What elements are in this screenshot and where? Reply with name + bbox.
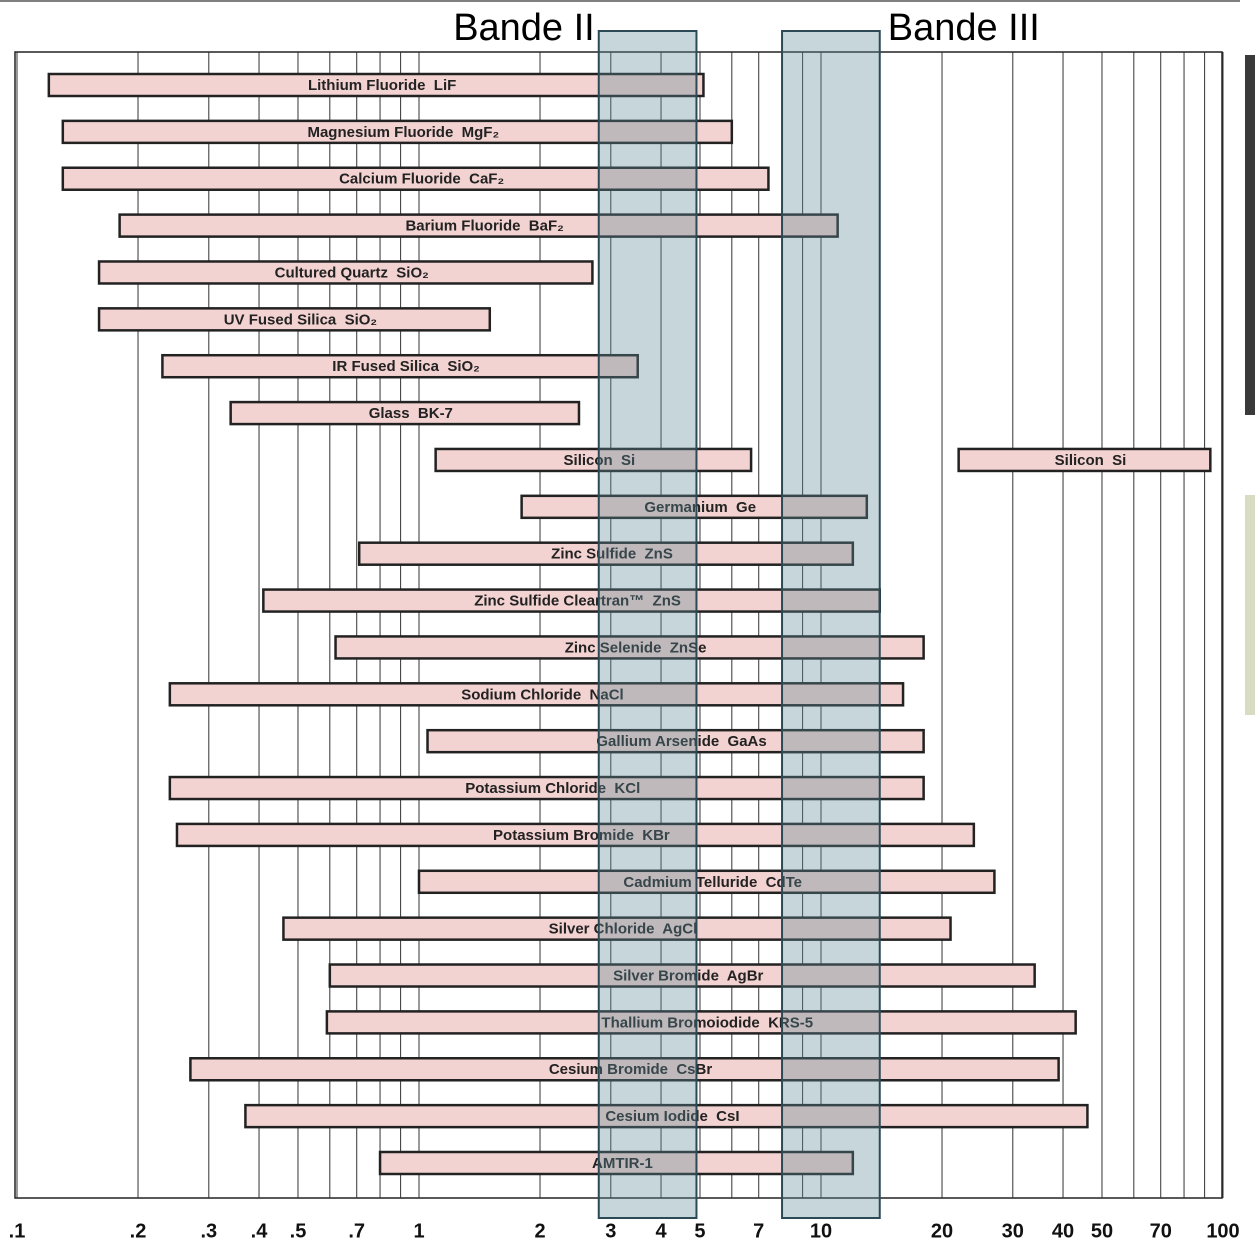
- x-tick-label: 30: [1002, 1220, 1024, 1242]
- x-tick-label: 10: [810, 1220, 832, 1242]
- band: [782, 31, 880, 1218]
- x-tick-label: .4: [251, 1220, 269, 1242]
- bar-label: Barium Fluoride BaF₂: [405, 218, 563, 235]
- band: [599, 31, 697, 1218]
- x-tick-label: .5: [290, 1220, 307, 1242]
- side-photo: [1245, 495, 1255, 715]
- chart: .1 .2 .3 .4 .5 .7 1 2 3 4 5 7 10 20 30 40 50 70 100 Lithium…: [0, 0, 1255, 1244]
- bar-label: Silicon Si: [1055, 452, 1127, 469]
- x-tick-label: .1: [9, 1220, 26, 1242]
- page: {"chart_data":{"type":"range-bar","log_x…: [0, 0, 1255, 1244]
- x-tick-label: .2: [130, 1220, 147, 1242]
- side-photo: [1245, 55, 1255, 415]
- band-label: Bande II: [453, 7, 595, 49]
- x-tick-label: 3: [605, 1220, 616, 1242]
- x-tick-label: 100: [1206, 1220, 1239, 1242]
- bar-label: IR Fused Silica SiO₂: [332, 358, 480, 375]
- bar-label: Cultured Quartz SiO₂: [275, 264, 429, 281]
- x-tick-label: 1: [413, 1220, 424, 1242]
- x-tick-label: 5: [694, 1220, 705, 1242]
- bar-label: Lithium Fluoride LiF: [308, 77, 456, 94]
- x-tick-label: 4: [655, 1220, 667, 1242]
- x-tick-label: 7: [753, 1220, 764, 1242]
- x-tick-label: .7: [348, 1220, 365, 1242]
- x-tick-label: 70: [1150, 1220, 1172, 1242]
- bar-label: Glass BK-7: [369, 405, 453, 422]
- x-tick-label: 20: [931, 1220, 953, 1242]
- x-tick-label: .3: [200, 1220, 217, 1242]
- band-label: Bande III: [888, 7, 1040, 49]
- x-tick-label: 2: [534, 1220, 545, 1242]
- bar-label: UV Fused Silica SiO₂: [224, 311, 377, 328]
- bar-label: Calcium Fluoride CaF₂: [339, 171, 504, 188]
- x-tick-label: 40: [1052, 1220, 1074, 1242]
- x-tick-label: 50: [1091, 1220, 1113, 1242]
- bar-label: Magnesium Fluoride MgF₂: [307, 124, 499, 141]
